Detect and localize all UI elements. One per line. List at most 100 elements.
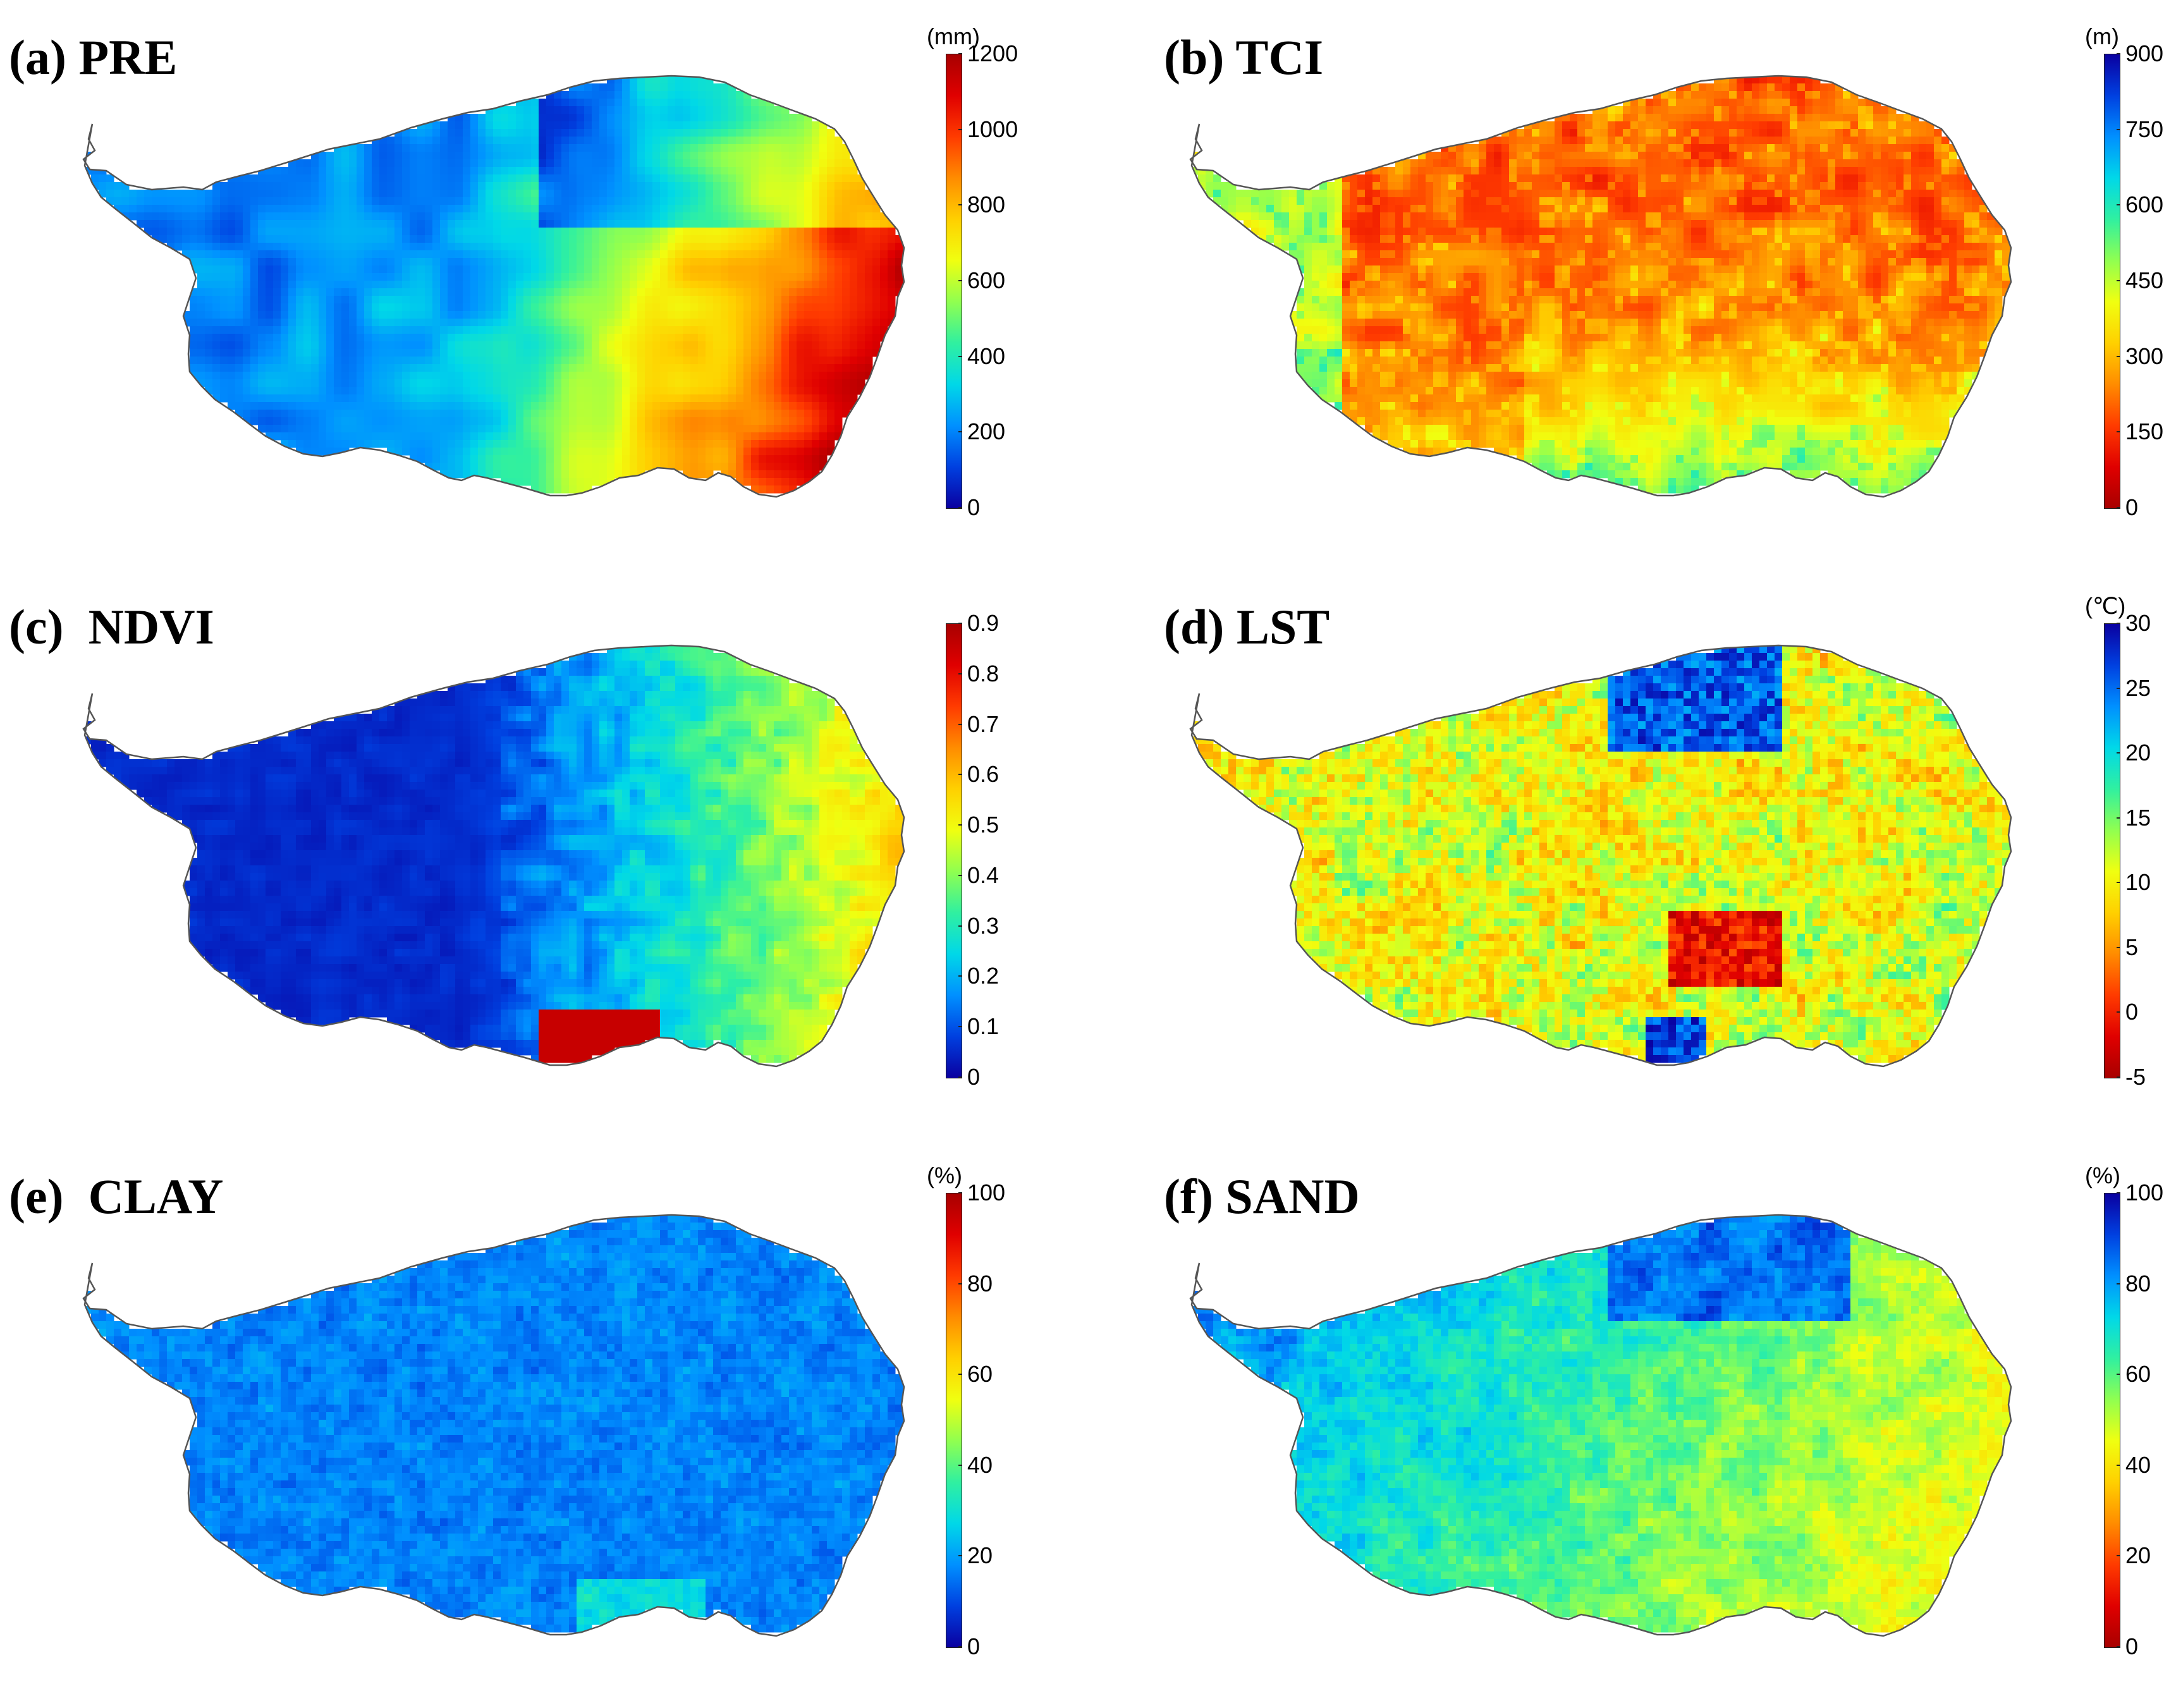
colorbar-tick-label: 0.6: [967, 763, 999, 786]
colorbar-tick-mark: [2117, 431, 2120, 433]
colorbar-tick-mark: [2117, 507, 2120, 508]
colorbar-tick-label: 60: [2125, 1363, 2151, 1386]
colorbar-tick-label: 0.5: [967, 814, 999, 836]
boundary-outline-f: [1189, 1214, 2012, 1637]
colorbar-sand: [2104, 1193, 2120, 1648]
colorbar-tick-mark: [958, 1555, 962, 1557]
colorbar-unit-lst: (℃): [2085, 593, 2125, 619]
colorbar-tick-mark: [2117, 687, 2120, 689]
map-clay: [82, 1214, 905, 1637]
boundary-outline-a: [82, 75, 905, 498]
colorbar-tick-label: 0: [2125, 496, 2138, 519]
colorbar-tick-mark: [2117, 623, 2120, 624]
colorbar-tci: [2104, 54, 2120, 509]
colorbar-tick-label: 300: [2125, 345, 2163, 368]
colorbar-tick-mark: [2117, 128, 2120, 130]
colorbar-clay: [946, 1193, 962, 1648]
panel-title-clay: (e) CLAY: [9, 1168, 223, 1225]
colorbar-tick-label: 100: [967, 1181, 1005, 1204]
raster-c: [83, 645, 903, 1063]
colorbar-tick-label: 0.4: [967, 863, 999, 887]
panel-title-tci: (b) TCI: [1164, 29, 1323, 86]
colorbar-tick-mark: [2117, 817, 2120, 819]
colorbar-tick-mark: [958, 431, 962, 433]
colorbar-tick-label: 40: [2125, 1453, 2151, 1477]
colorbar-ndvi: [946, 623, 962, 1078]
raster-e: [83, 1215, 903, 1633]
map-lst: [1189, 644, 2012, 1068]
colorbar-tick-label: 25: [2125, 676, 2151, 700]
colorbar-tick-label: 5: [2125, 936, 2138, 959]
colorbar-tick-mark: [958, 623, 962, 624]
colorbar-tick-label: 0.3: [967, 914, 999, 937]
colorbar-tick-mark: [2117, 1011, 2120, 1013]
map-ndvi: [82, 644, 905, 1068]
colorbar-tick-label: 400: [967, 345, 1005, 368]
panel-tci: (b) TCI (m) 900 750 600 450 300 150 0: [1088, 0, 2176, 569]
colorbar-tick-label: 0: [2125, 1635, 2138, 1658]
colorbar-unit-clay: (%): [927, 1162, 962, 1189]
colorbar-unit-sand: (%): [2085, 1162, 2120, 1189]
colorbar-tick-label: 450: [2125, 269, 2163, 292]
colorbar-tick-mark: [958, 355, 962, 357]
colorbar-tick-mark: [958, 128, 962, 130]
panel-pre: (a) PRE (mm) 1200 1000 800 600 400 200 0: [0, 0, 1088, 569]
colorbar-pre: [946, 54, 962, 509]
colorbar-tick-mark: [2117, 1283, 2120, 1284]
map-tci: [1189, 75, 2012, 498]
colorbar-tick-label: 100: [2125, 1181, 2163, 1204]
colorbar-tick-label: 0.9: [967, 612, 999, 635]
colorbar-tick-mark: [2117, 1646, 2120, 1647]
colorbar-unit-pre: (mm): [927, 23, 980, 50]
boundary-outline-e: [82, 1214, 905, 1637]
colorbar-tick-mark: [958, 723, 962, 725]
colorbar-tick-label: 20: [967, 1544, 993, 1567]
colorbar-tick-label: 0.2: [967, 965, 999, 987]
colorbar-tick-label: 600: [2125, 193, 2163, 216]
colorbar-tick-label: 900: [2125, 42, 2163, 65]
colorbar-tick-label: 1000: [967, 118, 1018, 141]
colorbar-tick-mark: [958, 1283, 962, 1284]
colorbar-tick-mark: [2117, 204, 2120, 206]
colorbar-tick-label: 80: [967, 1272, 993, 1295]
colorbar-tick-mark: [2117, 280, 2120, 281]
colorbar-tick-mark: [958, 925, 962, 927]
colorbar-tick-mark: [958, 53, 962, 54]
colorbar-tick-mark: [958, 280, 962, 281]
colorbar-tick-label: 600: [967, 269, 1005, 292]
colorbar-tick-label: 30: [2125, 612, 2151, 635]
colorbar-tick-label: 0: [2125, 1001, 2138, 1023]
raster-d: [1190, 645, 2010, 1063]
boundary-outline-b: [1189, 75, 2012, 498]
colorbar-tick-label: 20: [2125, 741, 2151, 764]
colorbar-tick-mark: [958, 1464, 962, 1466]
colorbar-tick-mark: [958, 774, 962, 776]
colorbar-tick-label: -5: [2125, 1066, 2146, 1089]
colorbar-tick-label: 150: [2125, 420, 2163, 443]
colorbar-tick-mark: [2117, 882, 2120, 884]
colorbar-tick-label: 40: [967, 1453, 993, 1477]
panel-clay: (e) CLAY (%) 100 80 60 40 20 0: [0, 1139, 1088, 1708]
colorbar-lst: [2104, 623, 2120, 1078]
colorbar-tick-mark: [958, 874, 962, 876]
boundary-outline-c: [82, 644, 905, 1068]
map-sand: [1189, 1214, 2012, 1637]
panel-title-pre: (a) PRE: [9, 29, 177, 86]
colorbar-tick-mark: [958, 204, 962, 206]
colorbar-tick-label: 15: [2125, 806, 2151, 829]
panel-title-sand: (f) SAND: [1164, 1168, 1360, 1225]
colorbar-tick-mark: [958, 1646, 962, 1647]
panel-ndvi: (c) NDVI 0.9 0.8 0.7 0.6 0.5 0.4 0.3 0.2 0.1 0: [0, 570, 1088, 1138]
raster-f: [1190, 1215, 2010, 1633]
colorbar-tick-mark: [958, 975, 962, 977]
colorbar-tick-label: 0: [967, 1066, 980, 1089]
colorbar-tick-mark: [2117, 1077, 2120, 1078]
colorbar-tick-mark: [2117, 1192, 2120, 1193]
colorbar-tick-mark: [2117, 355, 2120, 357]
colorbar-tick-mark: [2117, 1374, 2120, 1376]
colorbar-tick-label: 750: [2125, 118, 2163, 141]
colorbar-tick-label: 60: [967, 1363, 993, 1386]
colorbar-tick-mark: [958, 1026, 962, 1028]
panel-sand: (f) SAND (%) 100 80 60 40 20 0: [1088, 1139, 2176, 1708]
panel-lst: (d) LST (℃) 30 25 20 15 10 5 0 -5: [1088, 570, 2176, 1138]
